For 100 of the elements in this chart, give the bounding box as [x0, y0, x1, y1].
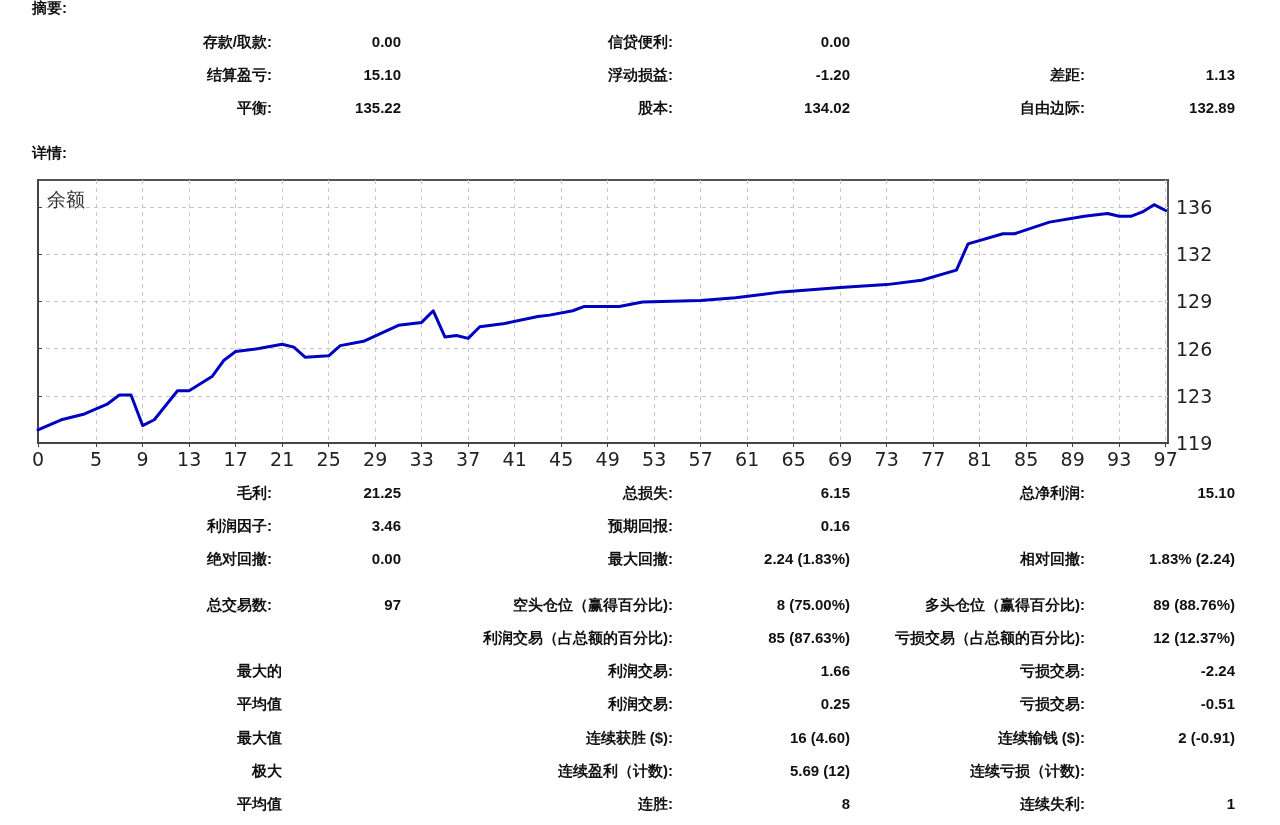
text: 绝对回撤:: [207, 550, 272, 568]
x-tick-label: 0: [31, 447, 45, 470]
text: 利润因子:: [207, 517, 272, 535]
text: 极大: [252, 762, 282, 780]
x-tick-label: 21: [270, 447, 295, 470]
text: 结算盈亏:: [207, 66, 272, 84]
text: 8: [841, 795, 850, 813]
text: 平均值: [237, 695, 282, 713]
text: 97: [384, 596, 401, 614]
text: 85 (87.63%): [768, 629, 850, 647]
text: 多头仓位（赢得百分比):: [925, 596, 1085, 614]
text: 连续亏损（计数):: [970, 762, 1085, 780]
text: 132.89: [1189, 99, 1235, 117]
x-tick-label: 5: [90, 447, 103, 470]
text: 134.02: [804, 99, 850, 117]
text: -1.20: [815, 66, 850, 84]
text: 亏损交易:: [1020, 695, 1085, 713]
text: 135.22: [355, 99, 401, 117]
text: -0.51: [1200, 695, 1235, 713]
text: 亏损交易（占总额的百分比):: [895, 629, 1085, 647]
text: 5.69 (12): [789, 762, 850, 780]
y-tick-label: 119: [1176, 432, 1213, 454]
x-tick-label: 57: [688, 447, 713, 470]
text: 3.46: [371, 517, 401, 535]
text: 6.15: [820, 484, 850, 502]
text: 1.13: [1205, 66, 1235, 84]
text: 0.16: [820, 517, 850, 535]
x-tick-label: 25: [316, 447, 341, 470]
text: 利润交易:: [608, 662, 673, 680]
text: 总交易数:: [207, 596, 272, 614]
x-tick-label: 69: [828, 447, 853, 470]
text: 1.83% (2.24): [1149, 550, 1235, 568]
text: 15.10: [363, 66, 401, 84]
x-tick-label: 29: [363, 447, 388, 470]
text: 相对回撤:: [1020, 550, 1085, 568]
x-tick-label: 13: [177, 447, 202, 470]
text: 1.66: [820, 662, 850, 680]
y-tick-label: 126: [1176, 337, 1213, 360]
text: 8 (75.00%): [776, 596, 850, 614]
text: 15.10: [1197, 484, 1235, 502]
y-tick-label: 132: [1176, 243, 1213, 266]
x-tick-label: 77: [921, 447, 946, 470]
text: 连胜:: [638, 795, 673, 813]
text: 连续盈利（计数):: [558, 762, 673, 780]
text: 平衡:: [237, 99, 272, 117]
text: 2 (-0.91): [1178, 729, 1235, 747]
text: 自由边际:: [1020, 99, 1085, 117]
text: 平均值: [237, 795, 282, 813]
y-tick-label: 129: [1176, 290, 1213, 313]
x-tick-label: 53: [642, 447, 667, 470]
chart-title: 余额: [47, 187, 85, 210]
text: 总损失:: [623, 484, 673, 502]
x-tick-label: 93: [1107, 447, 1132, 470]
x-tick-label: 49: [595, 447, 620, 470]
x-tick-label: 81: [967, 447, 992, 470]
text: 最大回撤:: [608, 550, 673, 568]
text: 连续输钱 ($):: [997, 729, 1085, 747]
text: 89 (88.76%): [1153, 596, 1235, 614]
text: -2.24: [1200, 662, 1235, 680]
text: 0.25: [820, 695, 850, 713]
text: 空头仓位（赢得百分比):: [513, 596, 673, 614]
text: 连续获胜 ($):: [585, 729, 673, 747]
text: 总净利润:: [1020, 484, 1085, 502]
x-tick-label: 85: [1014, 447, 1039, 470]
x-tick-label: 89: [1060, 447, 1085, 470]
text: 摘要:: [32, 0, 67, 17]
text: 0.00: [820, 33, 850, 51]
x-tick-label: 73: [874, 447, 899, 470]
text: 预期回报:: [608, 517, 673, 535]
text: 毛利:: [237, 484, 272, 502]
text: 12 (12.37%): [1153, 629, 1235, 647]
x-tick-label: 61: [735, 447, 760, 470]
y-tick-label: 123: [1176, 384, 1213, 407]
text: 利润交易（占总额的百分比):: [483, 629, 673, 647]
text: 详情:: [32, 144, 67, 162]
text: 16 (4.60): [789, 729, 850, 747]
x-tick-label: 45: [549, 447, 574, 470]
x-tick-label: 65: [781, 447, 806, 470]
text: 利润交易:: [608, 695, 673, 713]
text: 信贷便利:: [608, 33, 673, 51]
text: 0.00: [371, 33, 401, 51]
x-tick-label: 9: [136, 447, 149, 470]
x-tick-label: 97: [1153, 447, 1178, 470]
text: 21.25: [363, 484, 401, 502]
text: 2.24 (1.83%): [764, 550, 850, 568]
text: 1: [1226, 795, 1235, 813]
y-tick-label: 136: [1176, 195, 1213, 218]
text: 最大的: [237, 662, 282, 680]
text: 存款/取款:: [202, 33, 272, 51]
x-tick-label: 33: [409, 447, 434, 470]
text: 浮动损益:: [608, 66, 673, 84]
x-tick-label: 17: [223, 447, 248, 470]
x-tick-label: 37: [456, 447, 481, 470]
text: 连续失利:: [1020, 795, 1085, 813]
text: 亏损交易:: [1020, 662, 1085, 680]
text: 差距:: [1050, 66, 1085, 84]
text: 最大值: [237, 729, 282, 747]
x-tick-label: 41: [502, 447, 527, 470]
text: 股本:: [638, 99, 673, 117]
text: 0.00: [371, 550, 401, 568]
